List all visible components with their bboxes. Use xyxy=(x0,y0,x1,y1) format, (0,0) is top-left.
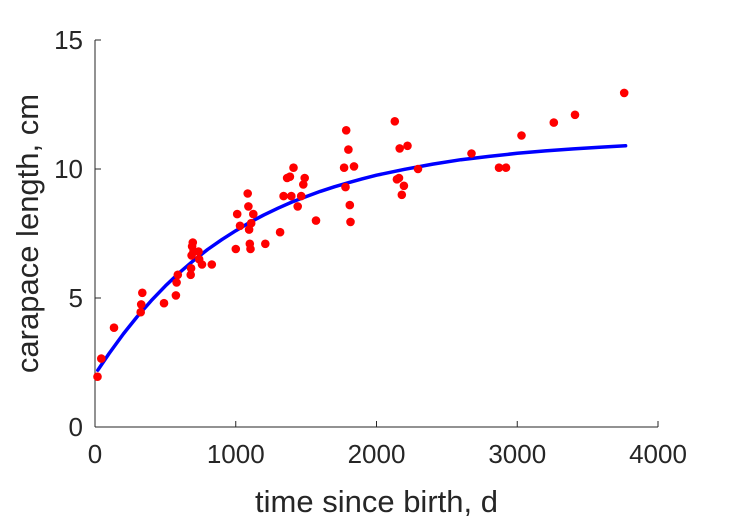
data-point xyxy=(549,118,559,127)
data-point xyxy=(619,88,629,98)
data-point xyxy=(246,244,255,254)
data-point xyxy=(344,145,353,154)
data-point xyxy=(243,189,252,198)
data-point xyxy=(173,270,183,280)
data-point xyxy=(197,260,207,269)
data-point xyxy=(339,163,349,172)
data-point xyxy=(349,162,359,171)
data-point xyxy=(244,202,253,211)
data-point xyxy=(311,216,321,225)
data-point xyxy=(275,227,285,237)
data-point xyxy=(300,173,310,183)
data-point xyxy=(287,191,296,201)
data-point xyxy=(109,323,119,333)
data-point xyxy=(231,244,241,254)
data-point xyxy=(249,209,258,219)
data-point xyxy=(138,288,147,298)
data-point xyxy=(235,221,245,231)
data-point xyxy=(341,182,350,192)
data-point xyxy=(390,117,400,126)
x-tick-label: 2000 xyxy=(348,439,406,469)
data-point xyxy=(395,144,405,153)
data-point xyxy=(501,163,511,172)
x-tick-label: 3000 xyxy=(488,439,546,469)
y-tick-label: 10 xyxy=(54,154,83,184)
data-point xyxy=(186,264,196,273)
data-point xyxy=(188,238,198,247)
data-point xyxy=(97,354,106,363)
data-point xyxy=(93,372,102,382)
y-tick-label: 5 xyxy=(69,283,83,313)
data-point xyxy=(570,110,580,120)
data-point xyxy=(413,164,423,174)
data-point xyxy=(186,270,195,280)
data-point xyxy=(494,163,504,172)
axis-labels-layer: time since birth, d carapace length, cm xyxy=(10,94,498,519)
data-point xyxy=(293,202,303,211)
data-point xyxy=(345,200,355,210)
data-point xyxy=(207,260,217,269)
data-point xyxy=(346,217,355,227)
data-point xyxy=(341,126,351,135)
data-point xyxy=(517,131,526,140)
x-tick-label: 1000 xyxy=(207,439,265,469)
data-point xyxy=(172,278,181,287)
axes: 0 1000 2000 3000 4000 0 5 10 15 xyxy=(54,25,687,469)
data-point xyxy=(171,291,181,300)
data-point xyxy=(136,307,145,317)
data-point xyxy=(399,181,409,191)
data-point xyxy=(246,218,256,228)
data-point xyxy=(194,247,203,256)
x-axis-title: time since birth, d xyxy=(255,484,498,519)
data-point xyxy=(296,191,306,201)
data-point xyxy=(279,191,288,201)
y-tick-label: 0 xyxy=(69,412,83,442)
x-tick-label: 0 xyxy=(88,439,102,469)
data-point xyxy=(394,173,404,183)
data-point xyxy=(299,180,308,189)
data-point xyxy=(397,190,407,200)
data-points-layer xyxy=(93,88,629,382)
data-point xyxy=(232,209,242,219)
data-point xyxy=(403,141,412,151)
y-tick-label: 15 xyxy=(54,25,83,55)
data-point xyxy=(136,300,146,309)
data-point xyxy=(285,172,295,181)
data-point xyxy=(467,149,476,158)
data-point xyxy=(159,298,169,308)
y-axis-title: carapace length, cm xyxy=(10,94,45,373)
data-point xyxy=(289,163,298,172)
x-tick-label: 4000 xyxy=(629,439,687,469)
data-point xyxy=(261,239,270,249)
